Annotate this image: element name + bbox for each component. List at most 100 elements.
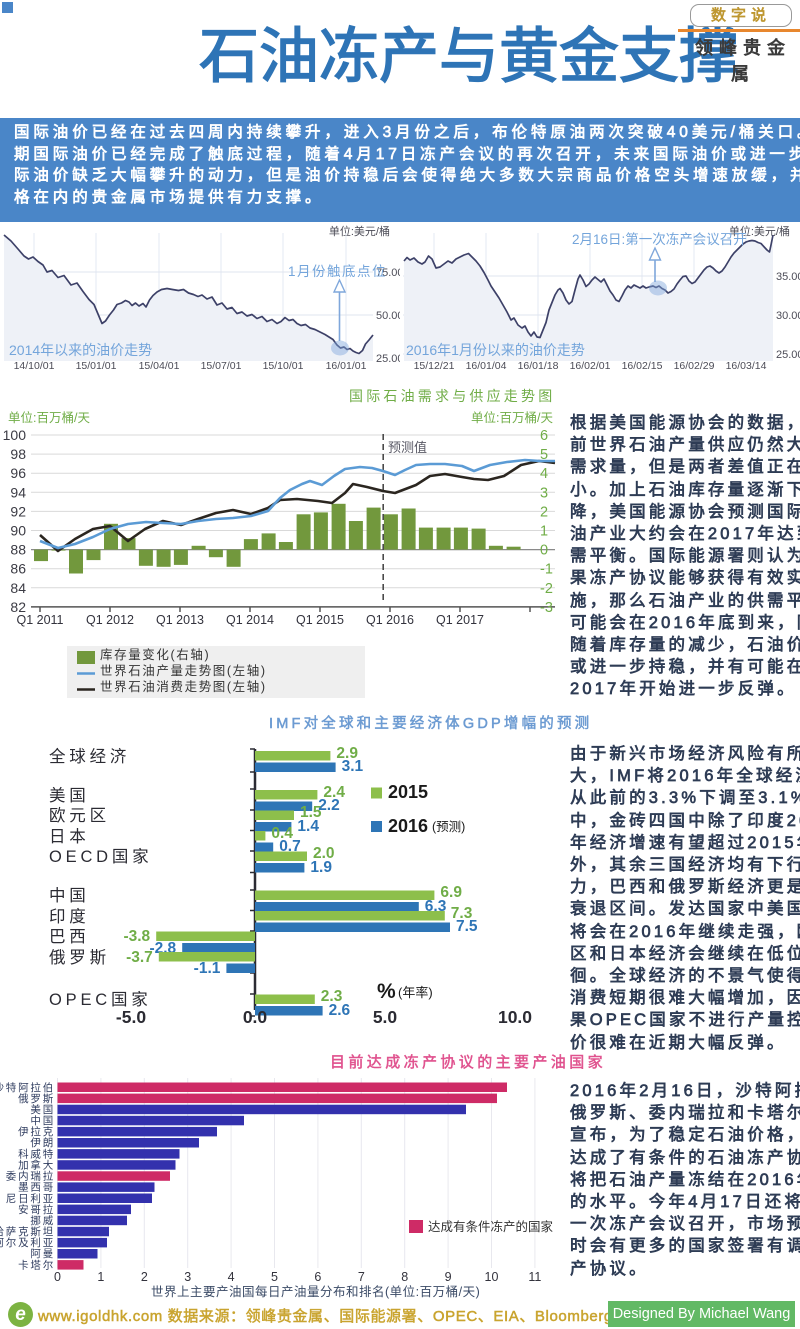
- svg-text:16/01/01: 16/01/01: [326, 360, 367, 372]
- svg-text:15/12/21: 15/12/21: [414, 360, 455, 372]
- svg-text:9: 9: [445, 1270, 452, 1284]
- svg-text:16/02/15: 16/02/15: [622, 360, 663, 372]
- svg-text:伊朗: 伊朗: [30, 1137, 55, 1149]
- svg-text:35.00: 35.00: [776, 271, 800, 283]
- svg-text:10: 10: [485, 1270, 499, 1284]
- svg-text:2.3: 2.3: [321, 988, 343, 1005]
- svg-text:阿尔及利亚: 阿尔及利亚: [0, 1236, 55, 1249]
- svg-text:2.9: 2.9: [336, 745, 358, 762]
- svg-text:75.00: 75.00: [376, 267, 400, 279]
- svg-text:2014年以来的油价走势: 2014年以来的油价走势: [9, 342, 152, 358]
- svg-text:50.00: 50.00: [376, 310, 400, 322]
- svg-text:预测值: 预测值: [388, 440, 427, 455]
- svg-text:15/10/01: 15/10/01: [263, 360, 304, 372]
- svg-text:2月16日:第一次冻产会议召开: 2月16日:第一次冻产会议召开: [572, 231, 747, 247]
- svg-text:2.2: 2.2: [318, 797, 340, 814]
- svg-text:0.7: 0.7: [279, 838, 301, 855]
- svg-text:5.0: 5.0: [373, 1007, 398, 1027]
- svg-text:%: %: [377, 980, 396, 1003]
- svg-text:90: 90: [10, 523, 26, 539]
- svg-text:5: 5: [271, 1270, 278, 1284]
- svg-text:3: 3: [540, 485, 548, 501]
- svg-text:-3.7: -3.7: [126, 949, 153, 966]
- svg-text:达成有条件冻产的国家: 达成有条件冻产的国家: [428, 1219, 554, 1234]
- svg-text:30.00: 30.00: [776, 310, 800, 322]
- svg-text:2.6: 2.6: [329, 1002, 351, 1019]
- svg-text:6.9: 6.9: [440, 884, 462, 901]
- svg-text:1.9: 1.9: [310, 859, 332, 876]
- svg-text:96: 96: [10, 465, 26, 481]
- svg-text:加拿大: 加拿大: [18, 1159, 55, 1172]
- svg-text:2016: 2016: [388, 816, 428, 836]
- svg-text:单位:百万桶/天: 单位:百万桶/天: [8, 410, 90, 425]
- svg-text:11: 11: [528, 1270, 541, 1284]
- svg-text:-1: -1: [540, 562, 553, 578]
- svg-text:84: 84: [10, 580, 26, 596]
- svg-text:Q1 2015: Q1 2015: [296, 613, 344, 627]
- svg-text:Q1 2016: Q1 2016: [366, 613, 414, 627]
- svg-text:美国: 美国: [49, 786, 90, 805]
- svg-text:6: 6: [540, 428, 548, 444]
- svg-text:86: 86: [10, 561, 26, 577]
- svg-text:-5.0: -5.0: [116, 1007, 146, 1027]
- svg-text:15/07/01: 15/07/01: [201, 360, 242, 372]
- svg-text:-2: -2: [540, 581, 553, 597]
- svg-text:8: 8: [401, 1270, 408, 1284]
- svg-text:-3: -3: [540, 600, 553, 616]
- svg-text:1月份触底点位: 1月份触底点位: [288, 264, 387, 279]
- svg-text:巴西: 巴西: [49, 928, 90, 946]
- svg-text:1.4: 1.4: [297, 818, 319, 835]
- svg-text:2.0: 2.0: [313, 845, 335, 862]
- svg-text:欧元区: 欧元区: [49, 806, 110, 825]
- svg-text:16/03/14: 16/03/14: [726, 360, 767, 372]
- svg-text:15/04/01: 15/04/01: [139, 360, 180, 372]
- svg-text:伊拉克: 伊拉克: [18, 1125, 55, 1138]
- svg-text:98: 98: [10, 446, 26, 462]
- svg-text:4: 4: [228, 1270, 235, 1284]
- svg-text:25.00: 25.00: [776, 349, 800, 361]
- svg-text:14/10/01: 14/10/01: [14, 360, 55, 372]
- svg-text:1: 1: [540, 524, 548, 540]
- svg-text:中国: 中国: [30, 1114, 55, 1127]
- svg-text:OPEC国家: OPEC国家: [49, 990, 152, 1009]
- svg-text:25.00: 25.00: [376, 353, 400, 365]
- svg-text:OECD国家: OECD国家: [49, 847, 152, 866]
- svg-text:沙特阿拉伯: 沙特阿拉伯: [0, 1081, 55, 1094]
- svg-text:15/01/01: 15/01/01: [76, 360, 117, 372]
- svg-text:-3.8: -3.8: [123, 928, 150, 945]
- svg-text:2: 2: [141, 1270, 148, 1284]
- svg-text:安哥拉: 安哥拉: [18, 1203, 55, 1216]
- svg-text:16/01/04: 16/01/04: [466, 360, 507, 372]
- svg-text:6: 6: [314, 1270, 321, 1284]
- svg-text:94: 94: [10, 484, 26, 500]
- svg-text:16/02/29: 16/02/29: [674, 360, 715, 372]
- svg-text:委内瑞拉: 委内瑞拉: [6, 1170, 55, 1183]
- svg-text:2016年1月份以来的油价走势: 2016年1月份以来的油价走势: [406, 342, 585, 358]
- svg-text:哈萨克斯坦: 哈萨克斯坦: [0, 1225, 55, 1238]
- svg-text:Q1 2012: Q1 2012: [86, 613, 134, 627]
- svg-text:(预测): (预测): [432, 820, 465, 834]
- svg-text:1: 1: [97, 1270, 104, 1284]
- svg-text:16/01/18: 16/01/18: [518, 360, 559, 372]
- svg-text:7.5: 7.5: [456, 918, 478, 935]
- svg-text:-1.1: -1.1: [194, 960, 221, 977]
- svg-text:2: 2: [540, 504, 548, 520]
- svg-text:Q1 2014: Q1 2014: [226, 613, 274, 627]
- svg-text:Q1 2017: Q1 2017: [436, 613, 484, 627]
- svg-text:0: 0: [54, 1270, 61, 1284]
- svg-text:Q1 2011: Q1 2011: [16, 613, 63, 627]
- svg-text:82: 82: [10, 599, 26, 615]
- svg-text:7: 7: [358, 1270, 365, 1284]
- svg-text:3.1: 3.1: [342, 758, 364, 775]
- svg-text:单位:百万桶/天: 单位:百万桶/天: [471, 410, 553, 425]
- svg-text:92: 92: [10, 503, 26, 519]
- svg-text:2015: 2015: [388, 782, 428, 802]
- svg-text:俄罗斯: 俄罗斯: [18, 1092, 55, 1105]
- svg-text:1.5: 1.5: [300, 804, 322, 821]
- svg-text:16/02/01: 16/02/01: [570, 360, 611, 372]
- svg-text:0: 0: [540, 543, 548, 559]
- svg-text:全球经济: 全球经济: [49, 747, 130, 766]
- svg-text:阿曼: 阿曼: [30, 1248, 55, 1260]
- svg-text:墨西哥: 墨西哥: [18, 1182, 55, 1194]
- svg-text:0.4: 0.4: [271, 825, 293, 842]
